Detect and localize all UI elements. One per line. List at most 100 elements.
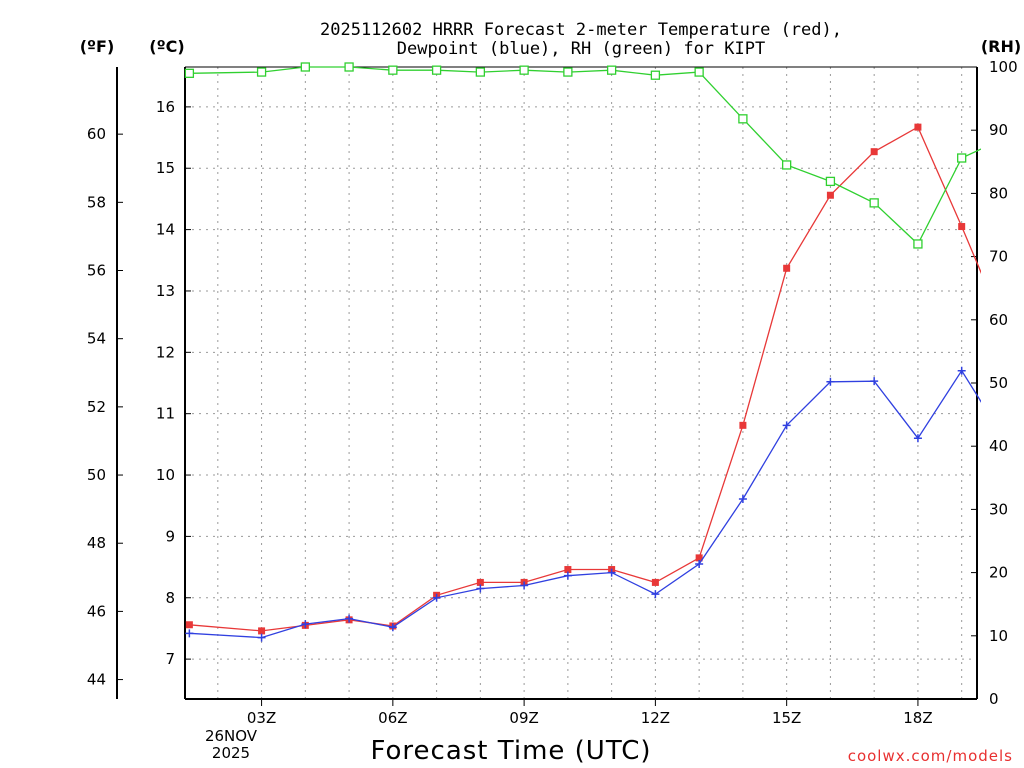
celsius-tick-label: 13 [156, 282, 175, 300]
data-point [957, 153, 967, 163]
celsius-tick-label: 7 [165, 650, 175, 668]
x-date-line-1: 26NOV [205, 727, 258, 745]
data-point [695, 554, 703, 562]
data-point [563, 571, 572, 580]
data-point [913, 239, 923, 249]
data-point [606, 65, 617, 75]
data-point [957, 366, 966, 375]
fahrenheit-tick-label: 54 [87, 330, 106, 348]
fahrenheit-tick-label: 46 [87, 602, 106, 620]
rh-tick-label: 10 [989, 627, 1008, 645]
data-point [694, 67, 704, 77]
x-tick-label: 15Z [772, 709, 801, 727]
data-point [651, 578, 659, 586]
gridlines [185, 67, 977, 699]
fahrenheit-tick-label: 50 [87, 466, 106, 484]
series-line [189, 66, 981, 246]
data-point [563, 67, 573, 77]
rh-tick-label: 20 [989, 564, 1008, 582]
tick-labels: 44 46 48 50 52 54 56 58 60 7 8 9 10 11 12 13 14 15 16 0 10 20… [87, 58, 1018, 727]
x-tick-label: 12Z [641, 709, 670, 727]
data-point [782, 421, 791, 430]
data-point [432, 593, 441, 602]
credit-text[interactable]: coolwx.com/models [848, 747, 1013, 765]
fahrenheit-tick-label: 44 [87, 671, 106, 689]
fahrenheit-tick-label: 56 [87, 262, 106, 280]
rh-tick-label: 30 [989, 500, 1008, 518]
data-point [301, 620, 310, 629]
celsius-tick-label: 16 [156, 98, 175, 116]
data-point [651, 590, 660, 599]
data-point [519, 65, 529, 75]
rh-tick-label: 0 [989, 690, 999, 708]
data-point [869, 198, 879, 208]
data-point [782, 160, 792, 170]
x-tick-label: 03Z [247, 709, 276, 727]
data-point [564, 566, 572, 574]
series-rh [184, 62, 981, 249]
rh-tick-label: 100 [989, 58, 1018, 76]
axes [116, 66, 978, 706]
x-date-line-2: 2025 [212, 744, 250, 762]
data-point [300, 62, 310, 72]
fahrenheit-tick-label: 52 [87, 398, 106, 416]
data-point [825, 176, 836, 187]
rh-tick-label: 60 [989, 311, 1008, 329]
rh-tick-label: 70 [989, 248, 1008, 266]
fahrenheit-tick-label: 60 [87, 125, 106, 143]
data-point [738, 494, 747, 503]
data-point [783, 264, 791, 272]
rh-tick-label: 80 [989, 184, 1008, 202]
data-point [695, 560, 704, 569]
data-point [958, 223, 966, 231]
data-point [388, 623, 397, 632]
fahrenheit-tick-label: 58 [87, 193, 106, 211]
series-dewpoint [185, 366, 981, 642]
data-point [344, 62, 354, 72]
chart-title-line-1: 2025112602 HRRR Forecast 2-meter Tempera… [320, 20, 842, 40]
data-point [257, 633, 266, 642]
data-point [258, 627, 266, 635]
data-point [607, 568, 616, 577]
x-axis-label: Forecast Time (UTC) [370, 736, 651, 766]
series-2-meter-temperature [185, 123, 981, 635]
data-point [738, 114, 748, 124]
chart-title-line-2: Dewpoint (blue), RH (green) for KIPT [397, 39, 765, 59]
data-point [870, 148, 878, 156]
data-point [826, 191, 834, 199]
series-line [189, 126, 981, 632]
celsius-tick-label: 9 [165, 527, 175, 545]
data-point [345, 614, 354, 623]
data-point [650, 70, 661, 80]
data-point [520, 581, 529, 590]
celsius-tick-label: 11 [156, 405, 175, 423]
rh-unit-label: (RH) [981, 37, 1021, 56]
celsius-unit-label: (ºC) [149, 37, 184, 56]
celsius-tick-label: 15 [156, 159, 175, 177]
celsius-tick-label: 12 [156, 343, 175, 361]
rh-tick-label: 40 [989, 437, 1008, 455]
fahrenheit-tick-label: 48 [87, 534, 106, 552]
celsius-tick-label: 14 [156, 221, 175, 239]
rh-tick-label: 90 [989, 121, 1008, 139]
rh-tick-label: 50 [989, 374, 1008, 392]
celsius-tick-label: 10 [156, 466, 175, 484]
fahrenheit-unit-label: (ºF) [80, 37, 115, 56]
data-point [826, 377, 835, 386]
data-point [870, 377, 879, 386]
data-point [388, 65, 398, 75]
x-tick-label: 06Z [378, 709, 407, 727]
data-point [185, 629, 194, 638]
data-point [256, 67, 267, 77]
data-point [913, 434, 922, 443]
x-tick-label: 18Z [903, 709, 932, 727]
data-series [184, 62, 981, 642]
data-point [185, 621, 193, 629]
data-point [476, 578, 484, 586]
data-point [476, 584, 485, 593]
data-point [739, 421, 747, 429]
data-point [431, 65, 442, 75]
x-tick-label: 09Z [509, 709, 538, 727]
data-point [914, 123, 922, 131]
